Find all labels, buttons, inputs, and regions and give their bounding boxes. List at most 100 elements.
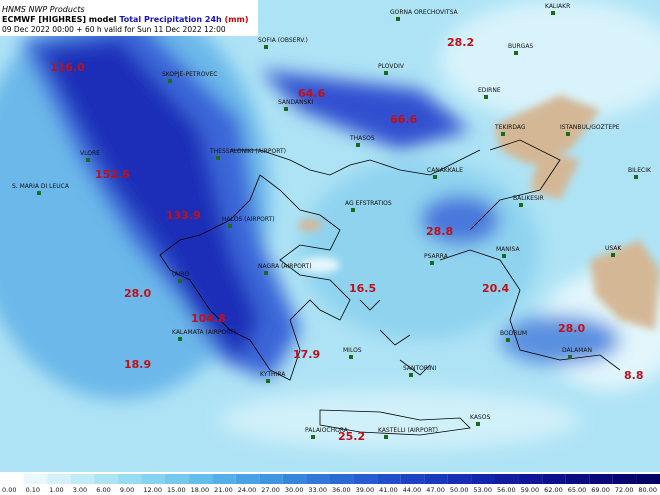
colorbar-label: 18.00 xyxy=(191,486,210,494)
station-name: PSARRA xyxy=(424,253,449,260)
colorbar-label: 44.00 xyxy=(403,486,422,494)
station-marker xyxy=(178,337,182,341)
colorbar-swatch xyxy=(518,474,543,484)
precip-maximum: 133.9 xyxy=(166,209,201,222)
station-name: SANTORINI xyxy=(403,365,436,372)
station-marker xyxy=(519,203,523,207)
land xyxy=(298,95,660,330)
station-marker xyxy=(634,175,638,179)
colorbar-label: 6.00 xyxy=(96,486,110,494)
precip-maximum: 25.2 xyxy=(338,430,365,443)
colorbar-swatch xyxy=(47,474,71,484)
station-marker xyxy=(266,379,270,383)
colorbar-label: 0.00 xyxy=(2,486,16,494)
station-name: BILECIK xyxy=(628,167,652,174)
colorbar-label: 12.00 xyxy=(143,486,162,494)
colorbar-swatch xyxy=(377,474,401,484)
station-name: KALAMATA (AIRPORT) xyxy=(172,329,236,336)
station-name: SANDANSKI xyxy=(278,99,313,106)
colorbar-label: 30.00 xyxy=(285,486,304,494)
station-name: AG EFSTRATIOS xyxy=(345,200,392,207)
colorbar-swatch xyxy=(471,474,495,484)
station-marker xyxy=(264,271,268,275)
station-marker xyxy=(37,191,41,195)
station-marker xyxy=(351,208,355,212)
station-marker xyxy=(430,261,434,265)
station-name: KASOS xyxy=(470,414,490,421)
colorbar-swatch xyxy=(447,474,472,484)
labels: GORNA ORECHOVITSA KALIAKR SOFIA (OBSERV.) B… xyxy=(12,3,652,443)
validity: 09 Dec 2022 00:00 + 60 h valid for Sun 1… xyxy=(2,25,226,34)
precip-maximum: 16.5 xyxy=(349,282,376,295)
station-marker xyxy=(311,435,315,439)
unit: (mm) xyxy=(225,15,249,24)
station-marker xyxy=(228,224,232,228)
colorbar-swatch xyxy=(0,474,24,484)
model-title: ECMWF [HIGHRES] model Total Precipitatio… xyxy=(2,15,249,24)
precip-maximum: 17.9 xyxy=(293,348,320,361)
station-name: THESSALONIKI (AIRPORT) xyxy=(209,148,286,155)
colorbar-label: 15.00 xyxy=(167,486,186,494)
station-name: (AIRO xyxy=(172,271,189,278)
field: Total Precipitation 24h xyxy=(119,15,222,24)
station-marker xyxy=(568,355,572,359)
colorbar-swatch xyxy=(212,474,236,484)
station-marker xyxy=(551,11,555,15)
station-name: DALAMAN xyxy=(562,347,592,354)
precipitation-field xyxy=(0,0,660,450)
colorbar-label: 9.00 xyxy=(120,486,134,494)
colorbar-swatch xyxy=(259,474,283,484)
station-marker xyxy=(284,107,288,111)
station-marker xyxy=(168,79,172,83)
colorbar-label: 69.00 xyxy=(591,486,610,494)
precip-maximum: 104.8 xyxy=(191,312,226,325)
header-box xyxy=(0,0,258,36)
colorbar-swatch xyxy=(117,474,142,484)
station-name: KALIAKR xyxy=(545,3,570,10)
colorbar-label: 72.00 xyxy=(615,486,634,494)
station-name: PLOVDIV xyxy=(378,63,405,70)
coastlines xyxy=(159,139,621,436)
station-marker xyxy=(506,338,510,342)
colorbar-label: 47.00 xyxy=(426,486,445,494)
precip-maximum: 28.8 xyxy=(426,225,453,238)
precip-maximum: 28.2 xyxy=(447,36,474,49)
station-marker xyxy=(264,45,268,49)
colorbar-swatch xyxy=(70,474,95,484)
station-marker xyxy=(86,158,90,162)
colorbar-swatch xyxy=(424,474,448,484)
station-name: ISTANBUL/GOZTEPE xyxy=(560,124,620,131)
station-name: MILOS xyxy=(343,347,362,354)
precip-maximum: 28.0 xyxy=(558,322,585,335)
precip-maximum: 8.8 xyxy=(624,369,644,382)
station-marker xyxy=(484,95,488,99)
precip-maximum: 20.4 xyxy=(482,282,509,295)
precip-maximum: 28.0 xyxy=(124,287,151,300)
station-marker xyxy=(384,71,388,75)
colorbar-label: 41.00 xyxy=(379,486,398,494)
colorbar-swatch xyxy=(141,474,165,484)
colorbar-swatch xyxy=(165,474,189,484)
station-marker xyxy=(396,17,400,21)
colorbar-label: 36.00 xyxy=(332,486,351,494)
colorbar-label: 39.00 xyxy=(356,486,375,494)
colorbar-label: 0.10 xyxy=(26,486,40,494)
station-name: TEKIRDAG xyxy=(494,124,526,131)
colorbar-swatch xyxy=(636,474,660,484)
station-marker xyxy=(476,422,480,426)
station-name: USAK xyxy=(605,245,622,252)
station-name: EDIRNE xyxy=(478,87,501,94)
colorbar-swatch xyxy=(400,474,425,484)
station-name: NAGRA (AIRPORT) xyxy=(258,263,312,270)
station-name: BURGAS xyxy=(508,43,533,50)
station-name: KYTHIRA xyxy=(260,371,286,378)
station-name: KASTELLI (AIRPORT) xyxy=(378,427,438,434)
precip-maximum: 66.6 xyxy=(390,113,417,126)
colorbar-swatch xyxy=(353,474,378,484)
station-name: BODRUM xyxy=(500,330,527,337)
station-marker xyxy=(216,156,220,160)
model: ECMWF [HIGHRES] model xyxy=(2,15,117,24)
precip-maximum: 116.0 xyxy=(50,61,85,74)
colorbar-swatch xyxy=(94,474,118,484)
